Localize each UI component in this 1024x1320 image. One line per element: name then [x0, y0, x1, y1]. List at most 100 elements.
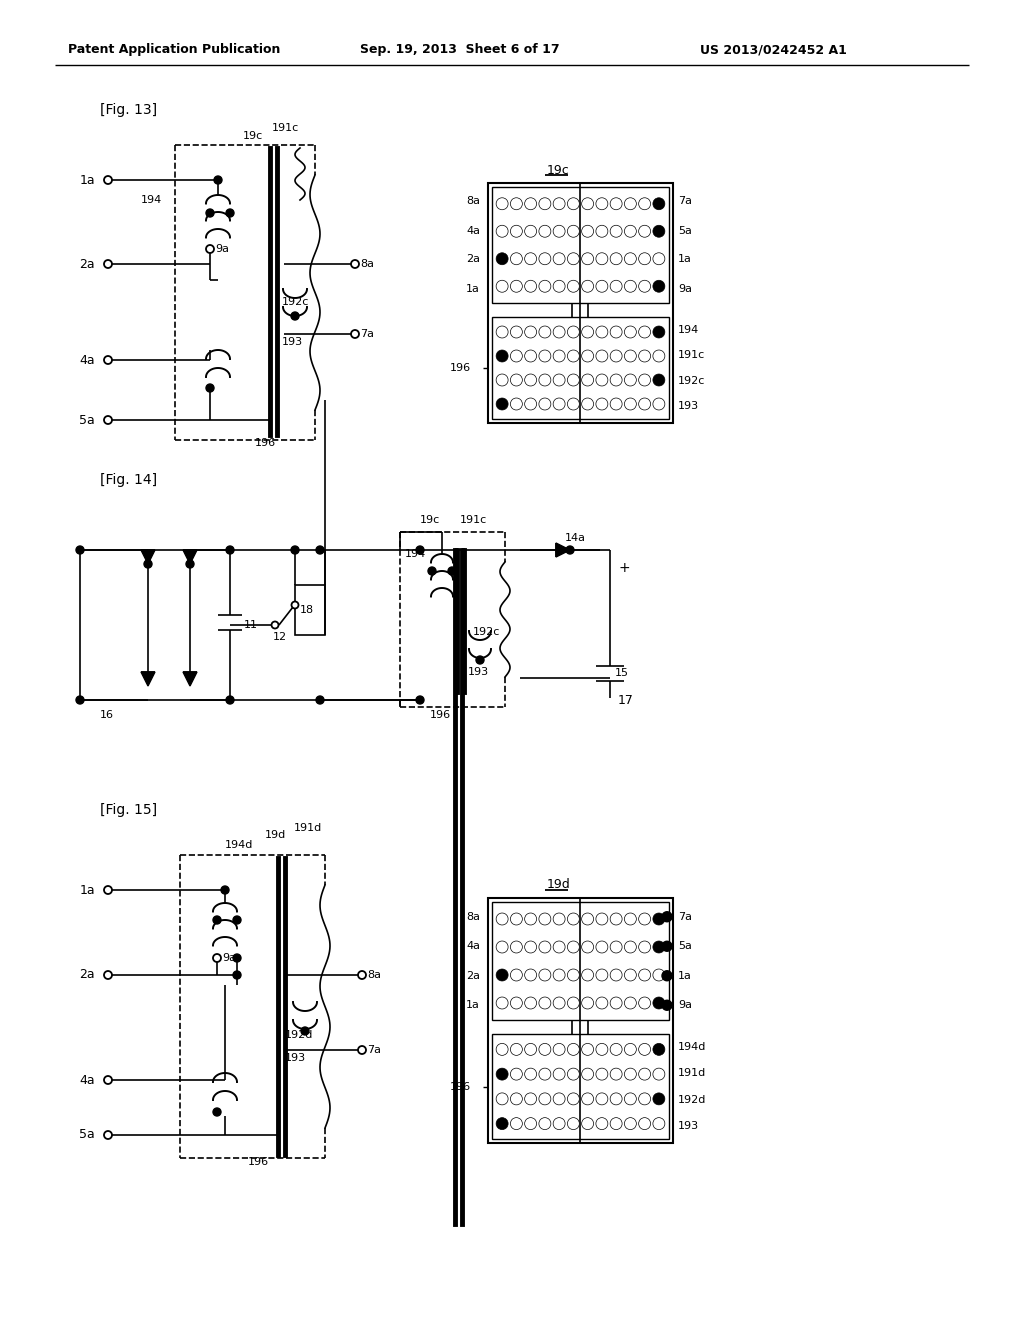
Circle shape [639, 1043, 650, 1056]
Circle shape [351, 330, 359, 338]
Circle shape [596, 1043, 608, 1056]
Circle shape [639, 969, 650, 981]
Circle shape [639, 252, 650, 265]
Circle shape [553, 1068, 565, 1080]
Circle shape [610, 1043, 623, 1056]
Circle shape [539, 280, 551, 292]
Bar [488, 183, 673, 422]
Circle shape [596, 399, 608, 411]
Text: 5a: 5a [79, 413, 95, 426]
Circle shape [553, 252, 565, 265]
Circle shape [497, 997, 508, 1008]
Circle shape [653, 1118, 665, 1130]
Circle shape [497, 280, 508, 292]
Circle shape [639, 997, 650, 1008]
Circle shape [76, 696, 84, 704]
Circle shape [104, 176, 112, 183]
Circle shape [497, 326, 508, 338]
Circle shape [524, 1118, 537, 1130]
Circle shape [416, 696, 424, 704]
Circle shape [510, 350, 522, 362]
Circle shape [639, 913, 650, 925]
Circle shape [625, 1118, 636, 1130]
Circle shape [206, 384, 214, 392]
Circle shape [233, 954, 241, 962]
Circle shape [206, 246, 214, 253]
Circle shape [358, 972, 366, 979]
Circle shape [610, 997, 623, 1008]
Text: 193: 193 [282, 337, 303, 347]
Text: 194d: 194d [225, 840, 253, 850]
Circle shape [639, 350, 650, 362]
Circle shape [104, 972, 112, 979]
Circle shape [553, 1093, 565, 1105]
Circle shape [553, 1118, 565, 1130]
Circle shape [596, 1068, 608, 1080]
Text: 16: 16 [100, 710, 114, 719]
Circle shape [596, 1093, 608, 1105]
Text: 192d: 192d [285, 1030, 313, 1040]
Circle shape [497, 1093, 508, 1105]
Circle shape [510, 226, 522, 238]
Circle shape [567, 1068, 580, 1080]
Circle shape [567, 1093, 580, 1105]
Circle shape [639, 399, 650, 411]
Circle shape [596, 252, 608, 265]
Circle shape [582, 326, 594, 338]
Circle shape [625, 399, 636, 411]
Circle shape [625, 1093, 636, 1105]
Circle shape [524, 913, 537, 925]
Text: 19d: 19d [547, 879, 570, 891]
Circle shape [510, 1043, 522, 1056]
Text: 1a: 1a [80, 173, 95, 186]
Circle shape [639, 374, 650, 385]
Circle shape [291, 312, 299, 319]
Circle shape [653, 399, 665, 411]
Circle shape [316, 696, 324, 704]
Circle shape [497, 350, 508, 362]
Circle shape [625, 1043, 636, 1056]
Circle shape [539, 226, 551, 238]
Text: 19c: 19c [547, 164, 569, 177]
Circle shape [510, 997, 522, 1008]
Circle shape [510, 326, 522, 338]
Bar [492, 1034, 669, 1139]
Text: 7a: 7a [360, 329, 374, 339]
Circle shape [653, 252, 665, 265]
Circle shape [510, 399, 522, 411]
Circle shape [510, 1118, 522, 1130]
Circle shape [497, 252, 508, 265]
Circle shape [582, 1068, 594, 1080]
Circle shape [596, 997, 608, 1008]
Circle shape [610, 1093, 623, 1105]
Text: 1a: 1a [466, 1001, 480, 1010]
Circle shape [524, 997, 537, 1008]
Circle shape [653, 326, 665, 338]
Text: 8a: 8a [466, 197, 480, 206]
Circle shape [653, 374, 665, 385]
Circle shape [497, 374, 508, 385]
Circle shape [567, 198, 580, 210]
Circle shape [567, 280, 580, 292]
Circle shape [625, 280, 636, 292]
Circle shape [567, 913, 580, 925]
Circle shape [639, 226, 650, 238]
Circle shape [662, 1001, 672, 1010]
Circle shape [653, 941, 665, 953]
Text: 1a: 1a [466, 284, 480, 293]
Circle shape [553, 969, 565, 981]
Circle shape [104, 260, 112, 268]
Text: 193: 193 [678, 401, 699, 412]
Circle shape [524, 280, 537, 292]
Circle shape [226, 209, 234, 216]
Circle shape [582, 350, 594, 362]
Text: 196: 196 [430, 710, 452, 719]
Circle shape [497, 399, 508, 411]
Circle shape [582, 1118, 594, 1130]
Circle shape [610, 374, 623, 385]
Circle shape [610, 969, 623, 981]
Text: 7a: 7a [678, 197, 692, 206]
Circle shape [104, 416, 112, 424]
Circle shape [610, 326, 623, 338]
Circle shape [497, 1068, 508, 1080]
